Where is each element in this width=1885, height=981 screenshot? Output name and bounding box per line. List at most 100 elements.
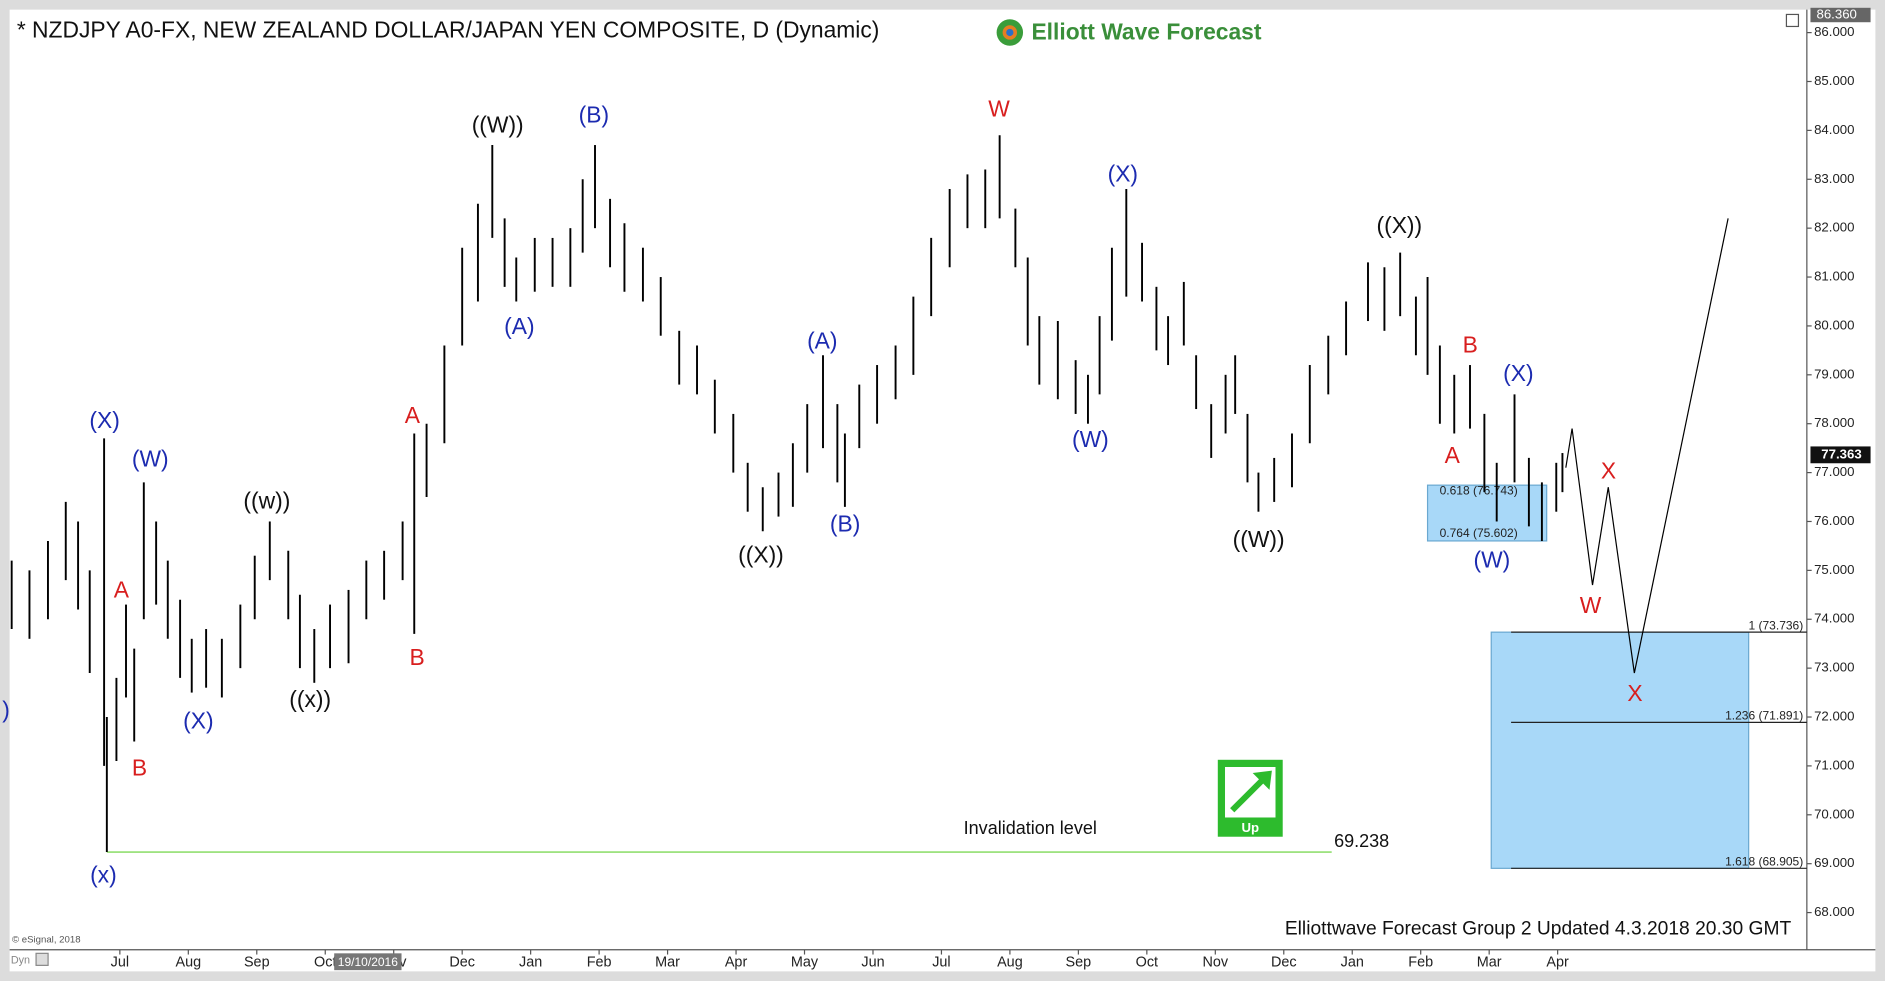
wave-label: (x) [90, 861, 117, 887]
copyright: © eSignal, 2018 [12, 935, 81, 946]
x-tick-label: Jul [932, 955, 950, 971]
wave-label: ((X)) [1377, 212, 1423, 238]
signal-icon: Up [1217, 759, 1283, 837]
x-tick-label: Oct [1136, 955, 1158, 971]
wave-label: ((W)) [472, 111, 524, 137]
wave-label: W [988, 96, 1010, 122]
y-tick-label: 75.000 [1814, 562, 1854, 577]
wave-label: (W) [1072, 426, 1109, 452]
y-tick-label: 77.000 [1814, 464, 1854, 479]
wave-label: (A) [504, 313, 534, 339]
wave-label: B [132, 754, 147, 780]
y-tick-label: 68.000 [1814, 904, 1854, 919]
y-tick-label: 71.000 [1814, 757, 1854, 772]
wave-label: ((w)) [243, 488, 290, 514]
wave-label: (A) [807, 328, 837, 354]
logo-text: Elliott Wave Forecast [1031, 19, 1261, 45]
wave-label: X [1627, 680, 1642, 706]
x-tick-label: Nov [1202, 955, 1228, 971]
scroll-button[interactable] [35, 952, 49, 966]
x-tick-label: Sep [244, 955, 270, 971]
wave-label: B [1463, 331, 1478, 357]
y-tick-label: 80.000 [1814, 317, 1854, 332]
scale-top-label: 86.360 [1816, 7, 1856, 22]
wave-label: (X) [183, 708, 213, 734]
x-tick-label: Aug [175, 955, 201, 971]
window-button[interactable] [1785, 13, 1800, 28]
wave-label: X [1601, 457, 1616, 483]
fib-label: 1.236 (71.891) [1725, 709, 1803, 723]
fib-label: 1.618 (68.905) [1725, 854, 1803, 868]
plot-layer: 68.000 69.000 70.000 71.000 72.000 73.000 74.0… [2, 7, 1871, 971]
mode-label: Dyn [11, 954, 30, 966]
x-tick-label: Apr [1546, 955, 1569, 971]
invalidation-label: Invalidation level [964, 818, 1097, 838]
x-tick-label: Dec [1271, 955, 1297, 971]
fib-label: 0.618 (76.743) [1440, 483, 1518, 497]
wave-label: (X) [1108, 161, 1138, 187]
x-tick-label: Oct [314, 955, 336, 971]
y-tick-label: 74.000 [1814, 611, 1854, 626]
wave-label: (W) [1474, 546, 1511, 572]
y-tick-label: 72.000 [1814, 709, 1854, 724]
y-tick-label: 70.000 [1814, 806, 1854, 821]
wave-label: (X) [1503, 360, 1533, 386]
wave-label: B [410, 644, 425, 670]
wave-label: ((W)) [1233, 526, 1285, 552]
x-tick-label: Apr [725, 955, 748, 971]
y-tick-label: 79.000 [1814, 366, 1854, 381]
wave-label: ) [2, 697, 10, 723]
wave-label: ((x)) [289, 686, 331, 712]
x-tick-label: Aug [997, 955, 1023, 971]
y-tick-label: 69.000 [1814, 855, 1854, 870]
logo-icon-core [1006, 28, 1014, 37]
x-tick-label: Jan [519, 955, 542, 971]
wave-label: (W) [132, 445, 169, 471]
wave-label: (X) [89, 407, 119, 433]
wave-label: A [1445, 442, 1461, 468]
x-tick-label: Feb [1408, 955, 1433, 971]
x-tick-label: Mar [655, 955, 680, 971]
y-tick-label: 76.000 [1814, 513, 1854, 528]
y-tick-label: 86.000 [1814, 24, 1854, 39]
y-tick-label: 73.000 [1814, 660, 1854, 675]
x-tick-label: Mar [1477, 955, 1502, 971]
wave-label: A [114, 577, 130, 603]
wave-label: (B) [579, 102, 609, 128]
y-tick-label: 84.000 [1814, 122, 1854, 137]
wave-label: W [1580, 592, 1602, 618]
current-price-box [1810, 446, 1871, 464]
fib-label: 1 (73.736) [1748, 618, 1803, 632]
x-tick-label: May [791, 955, 819, 971]
y-tick-label: 83.000 [1814, 171, 1854, 186]
scale-top-box [1810, 7, 1871, 23]
signal-label: Up [1241, 820, 1259, 835]
logo: Elliott Wave Forecast [996, 19, 1262, 46]
y-tick-label: 78.000 [1814, 415, 1854, 430]
fib-box [1490, 631, 1750, 869]
crosshair-date-box [334, 953, 402, 971]
updated-note: Elliottwave Forecast Group 2 Updated 4.3… [1285, 918, 1792, 939]
invalidation-value: 69.238 [1334, 831, 1389, 851]
chart-title: * NZDJPY A0-FX, NEW ZEALAND DOLLAR/JAPAN… [17, 16, 880, 42]
current-price-label: 77.363 [1821, 446, 1861, 461]
x-tick-label: Jun [861, 955, 884, 971]
x-tick-label: Jan [1341, 955, 1364, 971]
x-tick-label: Sep [1066, 955, 1092, 971]
crosshair-date: 19/10/2016 [338, 955, 398, 969]
x-tick-label: Feb [587, 955, 612, 971]
projection-path [1565, 218, 1729, 674]
wave-label: A [405, 402, 421, 428]
y-tick-label: 81.000 [1814, 269, 1854, 284]
x-tick-label: Jul [111, 955, 129, 971]
fib-box [1426, 484, 1548, 542]
wave-label: ((X)) [738, 542, 784, 568]
wave-label: (B) [830, 510, 860, 536]
y-tick-label: 82.000 [1814, 220, 1854, 235]
y-tick-label: 85.000 [1814, 73, 1854, 88]
signal-arrow-head [1252, 770, 1272, 790]
fib-label: 0.764 (75.602) [1440, 526, 1518, 540]
x-tick-label: Dec [449, 955, 475, 971]
